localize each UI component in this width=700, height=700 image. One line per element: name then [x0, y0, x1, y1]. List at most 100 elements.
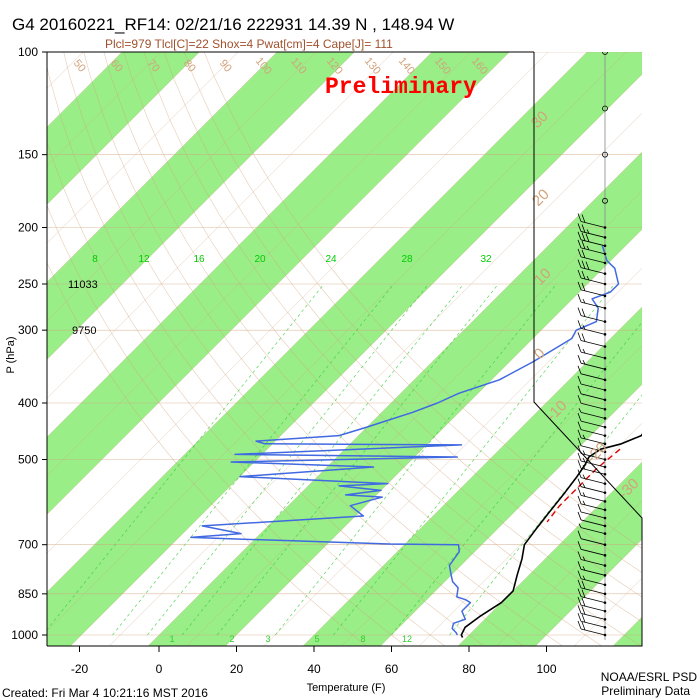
dry-adiabat-line: [47, 261, 367, 646]
mixing-ratio-low-label: 3: [265, 634, 270, 644]
wind-barb-dot: [603, 252, 607, 256]
mixing-ratio-low-label: 2: [229, 634, 234, 644]
wind-barb-half-flag: [582, 434, 586, 440]
wind-barb-dot: [603, 345, 607, 348]
wind-barb-flag: [577, 613, 582, 622]
isotherm-line: [47, 52, 510, 515]
isotherm-line: [186, 190, 642, 646]
org-note: Preliminary Data: [601, 684, 690, 698]
y-tick-labels: 100 150 200 250 300 400 500 700 850 1000: [11, 45, 47, 642]
wind-barb-dot: [603, 458, 607, 461]
wind-barb-half-flag: [586, 245, 590, 251]
isotherm-line: [47, 52, 588, 593]
y-tick-label: 100: [18, 45, 38, 59]
wind-barb-dot: [603, 417, 607, 420]
wind-barb-dot: [603, 261, 607, 265]
height-label: 9750: [72, 325, 96, 337]
mixing-ratio-line: [112, 283, 395, 636]
wind-barb-half-flag: [582, 474, 586, 479]
wind-barb-flag: [577, 429, 582, 438]
wind-barb-flag: [577, 561, 582, 570]
wind-barb-flag: [577, 412, 582, 422]
series-parcel-line: [546, 448, 621, 523]
y-tick-label: 700: [18, 538, 38, 552]
wind-barb-flag: [577, 511, 582, 521]
wind-barb-half-flag: [582, 500, 586, 506]
wind-barb-dot: [603, 465, 607, 469]
x-tick-label: 20: [230, 662, 244, 676]
wind-barb-flag: [577, 530, 582, 539]
x-axis-label: Temperature (F): [307, 682, 386, 694]
isobars: [47, 52, 642, 636]
wind-barb-flag: [577, 596, 582, 606]
wind-barb-flag: [577, 269, 582, 279]
wind-barb-half-flag: [586, 229, 590, 234]
y-axis-label: P (hPa): [5, 336, 17, 373]
wind-barb-dot: [603, 407, 607, 411]
mixing-ratio-label: 28: [401, 254, 413, 265]
mixing-ratio-line: [147, 283, 429, 636]
wind-barb-flag: [581, 260, 586, 269]
wind-barb-shaft: [580, 420, 606, 428]
wind-barb-flag: [577, 343, 582, 353]
preliminary-stamp: Preliminary: [325, 74, 477, 100]
wind-barb-dot: [603, 294, 607, 298]
wind-barb-flag: [581, 214, 586, 223]
wind-barb-half-flag: [582, 556, 586, 561]
wind-barb-flag: [581, 597, 586, 607]
y-tick-label: 850: [18, 587, 38, 601]
plot-border: [533, 52, 643, 647]
isotherms: [47, 52, 642, 646]
wind-barb-dot: [603, 564, 607, 567]
wind-barb-flag: [577, 307, 582, 316]
wind-barb-dot: [603, 226, 607, 229]
isotherm-line: [418, 422, 642, 646]
wind-barb-flag: [581, 282, 586, 292]
wind-barb-dot: [603, 367, 607, 371]
wind-barb-flag: [577, 332, 582, 341]
wind-barb-flag: [577, 239, 582, 249]
series-dewpoint-line: [190, 245, 620, 636]
sounding-series: [190, 245, 642, 638]
stability-indices: Plcl=979 Tlcl[C]=22 Shox=4 Pwat[cm]=4 Ca…: [105, 37, 393, 51]
wind-barb-dot: [603, 333, 607, 336]
wind-barb-dot: [603, 508, 607, 512]
x-tick-label: 0: [156, 662, 163, 676]
wind-barb-dot: [603, 244, 607, 248]
mixing-ratio-line: [47, 283, 325, 631]
wind-barb-flag: [577, 375, 582, 385]
isotherm-line: [47, 52, 200, 205]
isotherm-line: [108, 112, 642, 646]
mixing-ratio-label: 20: [254, 254, 266, 265]
dry-adiabat-line: [47, 65, 485, 646]
wind-barb-flag: [577, 365, 582, 374]
wind-barb-half-flag: [582, 360, 586, 365]
wind-barb-half-flag: [582, 457, 586, 463]
y-tick-label: 400: [18, 396, 38, 410]
mixing-ratio-label: 8: [92, 254, 98, 265]
isotherm-line: [225, 229, 642, 646]
wind-barb-flag: [577, 570, 582, 579]
wind-barb-flag: [585, 233, 590, 242]
wind-barb-shaft: [580, 429, 606, 437]
wind-barb-shaft: [580, 445, 606, 453]
isotherm-line: [47, 52, 472, 477]
isotherm-line: [496, 500, 642, 646]
wind-barb-half-flag: [582, 348, 586, 354]
height-label: 11033: [68, 279, 98, 291]
wind-barb-flag: [577, 421, 582, 430]
wind-barbs: [577, 52, 608, 640]
dry-adiabat-line: [183, 52, 642, 574]
wind-barb-dot: [603, 516, 607, 520]
isotherm-line: [302, 306, 642, 646]
mixing-ratio-line: [391, 321, 642, 636]
wind-barb-shaft: [580, 538, 606, 546]
wind-barb-dot: [603, 601, 607, 604]
isotherm-line: [47, 52, 549, 554]
dry-adiabat-line: [163, 52, 642, 598]
wind-barb-flag: [577, 588, 582, 597]
wind-barb-dot: [603, 500, 607, 503]
wind-barb-flag: [577, 259, 582, 268]
y-tick-label: 500: [18, 452, 38, 466]
